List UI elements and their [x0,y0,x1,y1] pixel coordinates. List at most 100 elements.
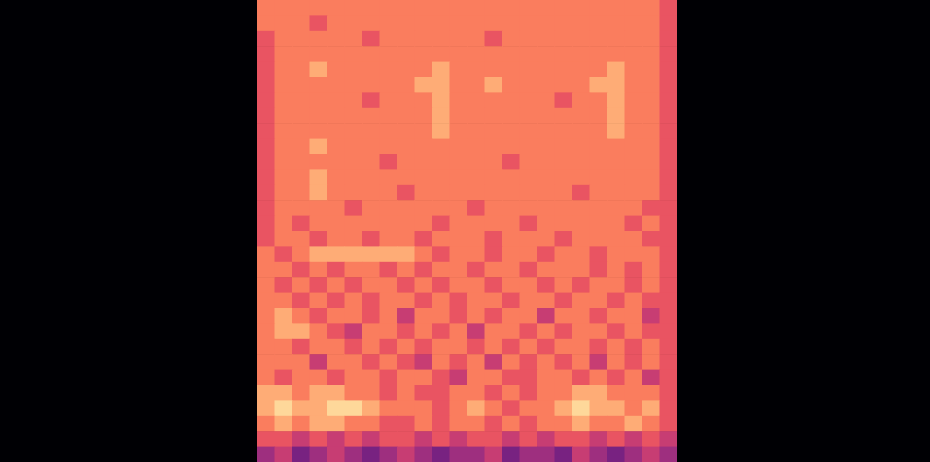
cell [345,0,363,16]
cell [397,416,415,432]
cell [345,169,363,185]
cell [415,108,433,124]
cell [555,169,573,185]
cell [275,123,293,139]
cell [467,400,485,416]
cell [380,139,398,155]
cell [625,431,643,447]
cell [362,416,380,432]
cell [537,0,555,16]
cell [467,92,485,108]
cell [275,246,293,262]
cell [502,62,520,78]
cell [572,77,590,93]
cell [572,216,590,232]
cell [275,308,293,324]
cell [450,262,468,278]
cell [625,123,643,139]
cell [397,447,415,462]
cell [362,139,380,155]
cell [327,416,345,432]
cell [660,385,678,401]
cell [537,92,555,108]
cell [380,400,398,416]
cell [485,323,503,339]
cell [345,92,363,108]
cell [502,431,520,447]
cell [555,77,573,93]
cell [380,416,398,432]
cell [362,277,380,293]
cell [625,46,643,62]
cell [642,62,660,78]
cell [432,200,450,216]
cell [380,339,398,355]
cell [572,0,590,16]
cell [660,431,678,447]
cell [345,231,363,247]
cell [362,447,380,462]
cell [502,385,520,401]
cell [292,339,310,355]
cell [310,31,328,47]
cell [607,339,625,355]
cell [502,293,520,309]
cell [310,200,328,216]
cell [555,416,573,432]
cell [625,0,643,16]
cell [572,262,590,278]
cell [292,277,310,293]
cell [415,293,433,309]
cell [625,262,643,278]
cell [275,262,293,278]
cell [660,77,678,93]
cell [415,385,433,401]
cell [432,123,450,139]
cell [345,46,363,62]
cell [572,169,590,185]
cell [642,154,660,170]
cell [380,323,398,339]
cell [555,154,573,170]
cell [467,169,485,185]
cell [590,293,608,309]
cell [292,293,310,309]
cell [537,262,555,278]
cell [415,323,433,339]
cell [502,31,520,47]
cell [275,431,293,447]
cell [520,323,538,339]
cell [362,293,380,309]
cell [485,431,503,447]
cell [485,354,503,370]
cell [642,139,660,155]
cell [327,246,345,262]
heatmap-cells [257,0,677,462]
cell [660,15,678,31]
cell [537,62,555,78]
cell [572,92,590,108]
cell [467,31,485,47]
cell [642,293,660,309]
cell [607,323,625,339]
cell [555,293,573,309]
cell [380,354,398,370]
cell [625,323,643,339]
cell [555,447,573,462]
cell [625,339,643,355]
cell [660,231,678,247]
cell [555,92,573,108]
cell [607,108,625,124]
cell [327,185,345,201]
cell [292,447,310,462]
cell [467,277,485,293]
cell [555,216,573,232]
cell [415,416,433,432]
cell [642,339,660,355]
cell [572,431,590,447]
cell [572,108,590,124]
cell [502,77,520,93]
cell [257,31,275,47]
cell [625,92,643,108]
cell [450,108,468,124]
